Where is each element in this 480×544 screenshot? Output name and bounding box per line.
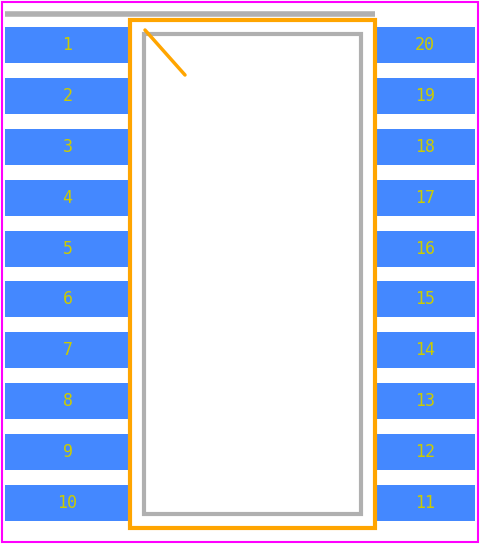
Bar [5, 78, 130, 114]
Text: 9: 9 [62, 443, 72, 461]
Text: 20: 20 [415, 36, 435, 54]
Text: 6: 6 [62, 290, 72, 308]
Text: 17: 17 [415, 189, 435, 207]
Text: 10: 10 [58, 493, 77, 511]
Bar [5, 485, 130, 521]
Bar [5, 129, 130, 165]
Bar [375, 485, 475, 521]
Bar [375, 332, 475, 368]
Bar [5, 281, 130, 317]
Text: 14: 14 [415, 341, 435, 359]
Text: 13: 13 [415, 392, 435, 410]
Text: 15: 15 [415, 290, 435, 308]
Text: 12: 12 [415, 443, 435, 461]
Bar [375, 129, 475, 165]
Text: 11: 11 [415, 493, 435, 511]
Bar [5, 180, 130, 216]
Text: 8: 8 [62, 392, 72, 410]
Text: 18: 18 [415, 138, 435, 156]
Bar [375, 231, 475, 267]
Bar [5, 332, 130, 368]
Bar [375, 434, 475, 470]
Text: 1: 1 [62, 36, 72, 54]
Bar [375, 281, 475, 317]
Bar [5, 27, 130, 64]
Bar [5, 434, 130, 470]
Text: 5: 5 [62, 239, 72, 258]
Text: 16: 16 [415, 239, 435, 258]
Bar [375, 78, 475, 114]
Text: 2: 2 [62, 87, 72, 105]
Bar [375, 180, 475, 216]
Text: 4: 4 [62, 189, 72, 207]
Text: 7: 7 [62, 341, 72, 359]
Text: 3: 3 [62, 138, 72, 156]
Bar [375, 383, 475, 419]
Bar [375, 27, 475, 64]
Bar [144, 34, 361, 514]
Bar [5, 231, 130, 267]
Bar [130, 20, 375, 528]
Bar [5, 383, 130, 419]
Text: 19: 19 [415, 87, 435, 105]
